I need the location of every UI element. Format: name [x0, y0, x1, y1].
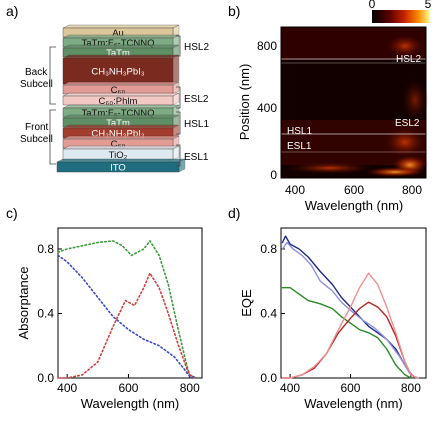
x-tick-label: 800: [180, 381, 200, 395]
hsl2-bracket: [176, 35, 181, 57]
stack-layer-label: TaTm: [106, 48, 130, 59]
panel-d-letter: d): [228, 205, 240, 221]
esl2-bracket: [176, 86, 181, 109]
series-line-1: [57, 254, 197, 379]
front-subcell-bracket: [49, 109, 56, 165]
esl1-label: ESL1: [184, 152, 209, 163]
esl1-bracket: [176, 144, 181, 167]
y-axis-label: EQE: [239, 289, 254, 317]
heatmap-ytick-0: 0: [270, 168, 277, 182]
stack-layer-label: C₆₀: [111, 85, 126, 96]
y-tick-label: 0.4: [260, 306, 277, 320]
stack-layer-label: CH₃NH₃PbI₃: [91, 67, 144, 78]
series-line-1: [281, 241, 420, 379]
y-tick-label: 0.8: [37, 242, 54, 256]
stack-layer-label: C₆₀:Phlm: [99, 96, 138, 107]
x-axis-label: Wavelength (nm): [304, 396, 403, 411]
stack-layer-top: [62, 54, 180, 59]
stack-layer-side: [172, 54, 180, 85]
plot-frame: [57, 227, 203, 379]
stack-layer-label: TiO₂: [109, 150, 128, 161]
panel-a-letter: a): [6, 3, 18, 19]
hsl2-label: HSL2: [184, 42, 209, 53]
stack-layer-label: ITO: [110, 163, 126, 174]
heatmap-xtick-600: 600: [344, 183, 364, 197]
y-axis-label: Absorptance: [16, 267, 31, 340]
heatmap-annotation-hsl2: HSL2: [396, 54, 421, 65]
stack-layer: [56, 161, 180, 173]
x-tick-label: 600: [118, 381, 138, 395]
front-subcell-label-2: Subcell: [20, 134, 53, 145]
side-labels: Back Subcell Front Subcell HSL2 ESL2 HSL…: [20, 35, 209, 167]
x-tick-label: 600: [340, 381, 360, 395]
y-tick-label: 0.0: [37, 371, 54, 385]
heatmap-ytick-400: 400: [257, 101, 277, 115]
x-tick-label: 800: [401, 381, 421, 395]
stack-layer-label: CH₃NH₃PbI₃: [91, 129, 144, 140]
series-line-2: [57, 272, 197, 379]
heatmap-xtick-400: 400: [285, 183, 305, 197]
stack-layer-label: TaTm: [106, 118, 130, 129]
back-subcell-bracket: [49, 46, 56, 105]
heatmap-xlabel: Wavelength (nm): [305, 198, 404, 213]
front-subcell-label-1: Front: [25, 122, 49, 133]
heatmap-annotation-esl2: ESL2: [395, 118, 420, 129]
heatmap-frame: [280, 26, 427, 179]
heatmap-ylabel: Position (nm): [237, 64, 252, 141]
absorptance-chart: 400 600 800 0.0 0.4 0.8 Wavelength (nm) Absorpt…: [16, 227, 203, 411]
colorbar: [372, 10, 430, 23]
y-tick-label: 0.8: [260, 242, 277, 256]
hsl1-label: HSL1: [184, 119, 209, 130]
back-subcell-label-1: Back: [25, 67, 48, 78]
heatmap-annotation-hsl1: HSL1: [287, 126, 312, 137]
layer-stack: AuTaTm:F₆-TCNNQTaTmCH₃NH₃PbI₃C₆₀C₆₀:Phlm…: [56, 24, 186, 174]
heatmap-annotation-esl1: ESL1: [287, 141, 312, 152]
x-tick-label: 400: [57, 381, 77, 395]
colorbar-tick-0: 0: [369, 0, 376, 11]
stack-layer-label: Au: [112, 28, 124, 39]
y-tick-label: 0.0: [260, 371, 277, 385]
hsl1-bracket: [176, 111, 181, 135]
stack-layer-top: [62, 145, 180, 150]
stack-layer-label: C₆₀: [111, 139, 126, 150]
x-tick-label: 400: [280, 381, 300, 395]
series-line-0: [57, 240, 197, 379]
series-line-2: [281, 287, 412, 379]
stack-layer-label: TaTm:F₆-TCNNQ: [82, 108, 155, 119]
panel-b-letter: b): [228, 3, 240, 19]
heatmap-ytick-800: 800: [257, 39, 277, 53]
heatmap-xtick-800: 800: [402, 183, 422, 197]
colorbar-tick-5: 5: [425, 0, 432, 11]
plot-frame: [280, 227, 427, 379]
back-subcell-label-2: Subcell: [20, 79, 53, 90]
y-tick-label: 0.4: [37, 306, 54, 320]
esl2-label: ESL2: [184, 94, 209, 105]
x-axis-label: Wavelength (nm): [81, 396, 180, 411]
panel-c-letter: c): [6, 205, 18, 221]
eqe-chart: 400 600 800 0.0 0.4 0.8 Wavelength (nm) EQE: [239, 227, 427, 411]
heatmap-fringes: [281, 27, 429, 177]
stack-layer-label: TaTm:F₆-TCNNQ: [82, 38, 155, 49]
series-line-4: [281, 272, 418, 379]
heatmap: 0 5 HSL2 ESL2 HSL1 ESL1 0 400 800 400 60…: [237, 0, 432, 213]
